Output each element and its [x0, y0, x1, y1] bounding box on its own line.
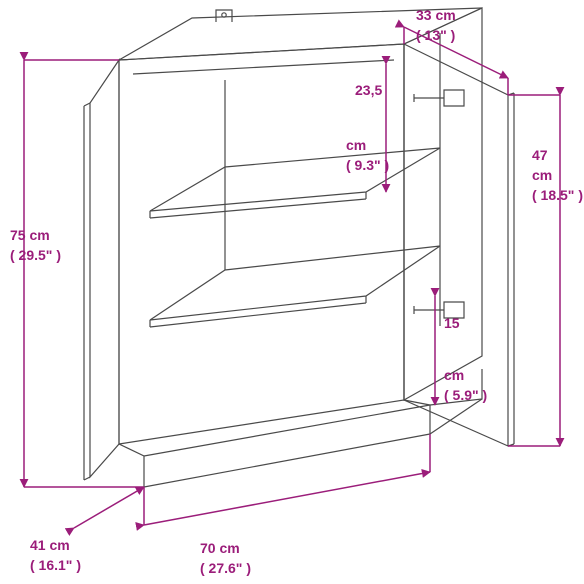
- svg-text:33 cm: 33 cm: [416, 7, 456, 23]
- svg-text:( 5.9" ): ( 5.9" ): [444, 387, 487, 403]
- svg-text:cm: cm: [444, 367, 464, 383]
- svg-text:cm: cm: [346, 137, 366, 153]
- svg-text:15: 15: [444, 315, 460, 331]
- svg-text:( 9.3" ): ( 9.3" ): [346, 157, 389, 173]
- dimension-annotations: 75 cm ( 29.5" ) 41 cm ( 16.1" ) 70 cm ( 27.6"…: [10, 7, 583, 576]
- svg-text:( 16.1" ): ( 16.1" ): [30, 557, 81, 573]
- cabinet-drawing: [84, 8, 514, 487]
- svg-text:( 27.6" ): ( 27.6" ): [200, 560, 251, 576]
- svg-text:75 cm: 75 cm: [10, 227, 50, 243]
- svg-text:70 cm: 70 cm: [200, 540, 240, 556]
- svg-text:( 29.5" ): ( 29.5" ): [10, 247, 61, 263]
- svg-text:( 13" ): ( 13" ): [416, 27, 455, 43]
- svg-text:( 18.5" ): ( 18.5" ): [532, 187, 583, 203]
- svg-text:23,5: 23,5: [355, 82, 382, 98]
- svg-text:41 cm: 41 cm: [30, 537, 70, 553]
- svg-text:47: 47: [532, 147, 548, 163]
- svg-text:cm: cm: [532, 167, 552, 183]
